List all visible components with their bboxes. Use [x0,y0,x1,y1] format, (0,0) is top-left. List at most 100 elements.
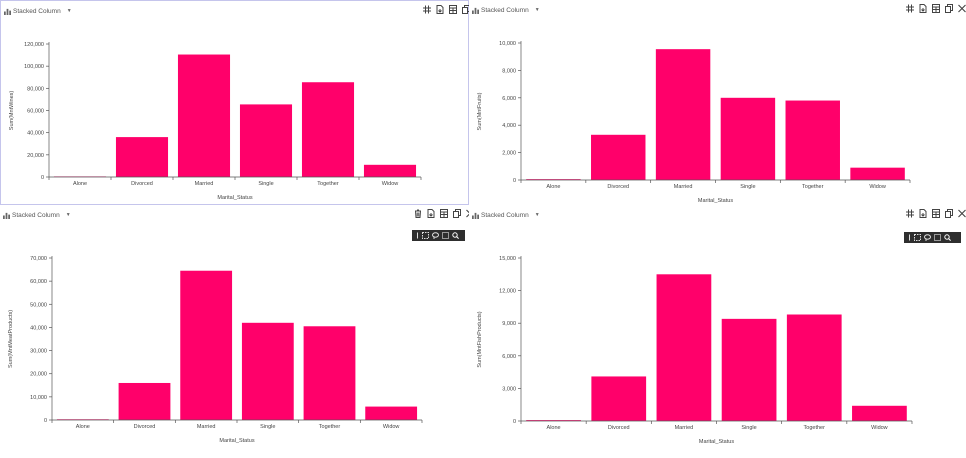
x-tick-label: Widow [869,184,886,190]
bar [180,270,233,420]
export-icon[interactable] [919,209,927,218]
handle-icon[interactable] [416,232,419,239]
close-icon[interactable] [958,4,966,13]
x-tick-label: Married [197,424,216,430]
bar [239,104,293,177]
export-icon[interactable] [427,209,435,218]
panel-title: Stacked Column [13,7,61,15]
zoom-icon[interactable] [944,234,951,241]
bar-chart: 0 2,000 4,000 6,000 8,000 10,000 Alone Divorced… [477,41,911,204]
panel-header[interactable]: Stacked Column ▼ [4,4,72,18]
bar [526,179,581,180]
x-tick-label: Married [675,425,694,431]
bar [850,167,905,180]
zoom-icon[interactable] [452,232,459,239]
bar [852,405,907,421]
panel-header[interactable]: Stacked Column ▼ [472,208,540,222]
copy-icon[interactable] [453,209,461,218]
export-icon[interactable] [919,4,927,13]
y-tick-label: 15,000 [499,256,516,262]
y-tick-label: 0 [44,418,47,424]
bar-chart: 0 20,000 40,000 60,000 80,000 100,000 120,000 A… [9,42,422,201]
bar-chart-icon [472,7,479,14]
select-icon[interactable] [914,234,921,241]
y-tick-label: 60,000 [30,279,47,285]
table-icon[interactable] [440,209,448,218]
x-tick-label: Divorced [608,425,630,431]
y-axis-title: Sum(MntFruits) [477,92,483,130]
bar [591,134,646,180]
bar-chart: 0 3,000 6,000 9,000 12,000 15,000 Alone Divorce… [477,256,913,445]
x-axis-title: Marital_Status [699,439,734,445]
y-tick-label: 100,000 [24,64,44,70]
y-axis-title: Sum(MntWines) [9,91,15,131]
grid-icon[interactable] [906,209,914,218]
x-tick-label: Single [740,184,755,190]
y-tick-label: 20,000 [30,372,47,378]
panel-title: Stacked Column [481,6,529,14]
bar [118,382,171,420]
bar [721,318,777,421]
y-tick-label: 60,000 [27,109,44,115]
bar [115,137,169,177]
bar [526,420,581,421]
y-tick-label: 0 [513,178,516,184]
handle-icon[interactable] [908,234,911,241]
panel-title: Stacked Column [481,211,529,219]
y-tick-label: 8,000 [502,68,516,74]
bar-chart-icon [3,212,10,219]
chart-panel-wines: Stacked Column ▼ 0 20,000 40,000 60,000 80,0… [0,0,483,205]
zoom-box-icon[interactable] [934,234,941,241]
x-tick-label: Alone [73,181,87,187]
export-icon[interactable] [436,5,444,14]
y-axis-title: Sum(MntMeatProducts) [8,310,14,368]
panel-title: Stacked Column [12,211,60,219]
x-tick-label: Together [802,184,824,190]
y-tick-label: 12,000 [499,289,516,295]
zoom-toolbar [904,232,961,243]
chart-panel-fruits: Stacked Column ▼ 0 2,000 4,000 6,000 8,000 10… [469,0,966,205]
select-icon[interactable] [422,232,429,239]
close-icon[interactable] [958,209,966,218]
y-tick-label: 0 [41,175,44,181]
x-tick-label: Together [804,425,826,431]
grid-icon[interactable] [906,4,914,13]
copy-icon[interactable] [945,4,953,13]
bar [365,406,418,420]
y-tick-label: 2,000 [502,151,516,157]
x-tick-label: Divorced [607,184,629,190]
bar [241,322,294,420]
chevron-down-icon[interactable]: ▼ [534,7,540,13]
table-icon[interactable] [449,5,457,14]
y-tick-label: 50,000 [30,302,47,308]
x-axis-title: Marital_Status [217,195,252,201]
lasso-icon[interactable] [924,234,931,241]
table-icon[interactable] [932,209,940,218]
bar [363,164,417,177]
x-axis-title: Marital_Status [219,438,254,444]
bar [786,314,842,421]
bar [656,274,712,421]
zoom-box-icon[interactable] [442,232,449,239]
chevron-down-icon[interactable]: ▼ [534,212,540,218]
grid-icon[interactable] [423,5,431,14]
y-tick-label: 4,000 [502,123,516,129]
bar-chart-icon [472,212,479,219]
x-tick-label: Married [195,181,214,187]
chevron-down-icon[interactable]: ▼ [66,8,72,14]
x-tick-label: Married [674,184,693,190]
x-tick-label: Alone [547,425,561,431]
bar [720,97,776,180]
y-tick-label: 40,000 [27,131,44,137]
y-tick-label: 10,000 [30,395,47,401]
panel-header[interactable]: Stacked Column ▼ [472,3,540,17]
table-icon[interactable] [932,4,940,13]
chevron-down-icon[interactable]: ▼ [65,212,71,218]
lasso-icon[interactable] [432,232,439,239]
zoom-toolbar [412,230,465,241]
x-tick-label: Single [260,424,275,430]
panel-header[interactable]: Stacked Column ▼ [3,208,71,222]
copy-icon[interactable] [945,209,953,218]
trash-icon[interactable] [414,209,422,218]
y-tick-label: 9,000 [502,321,516,327]
